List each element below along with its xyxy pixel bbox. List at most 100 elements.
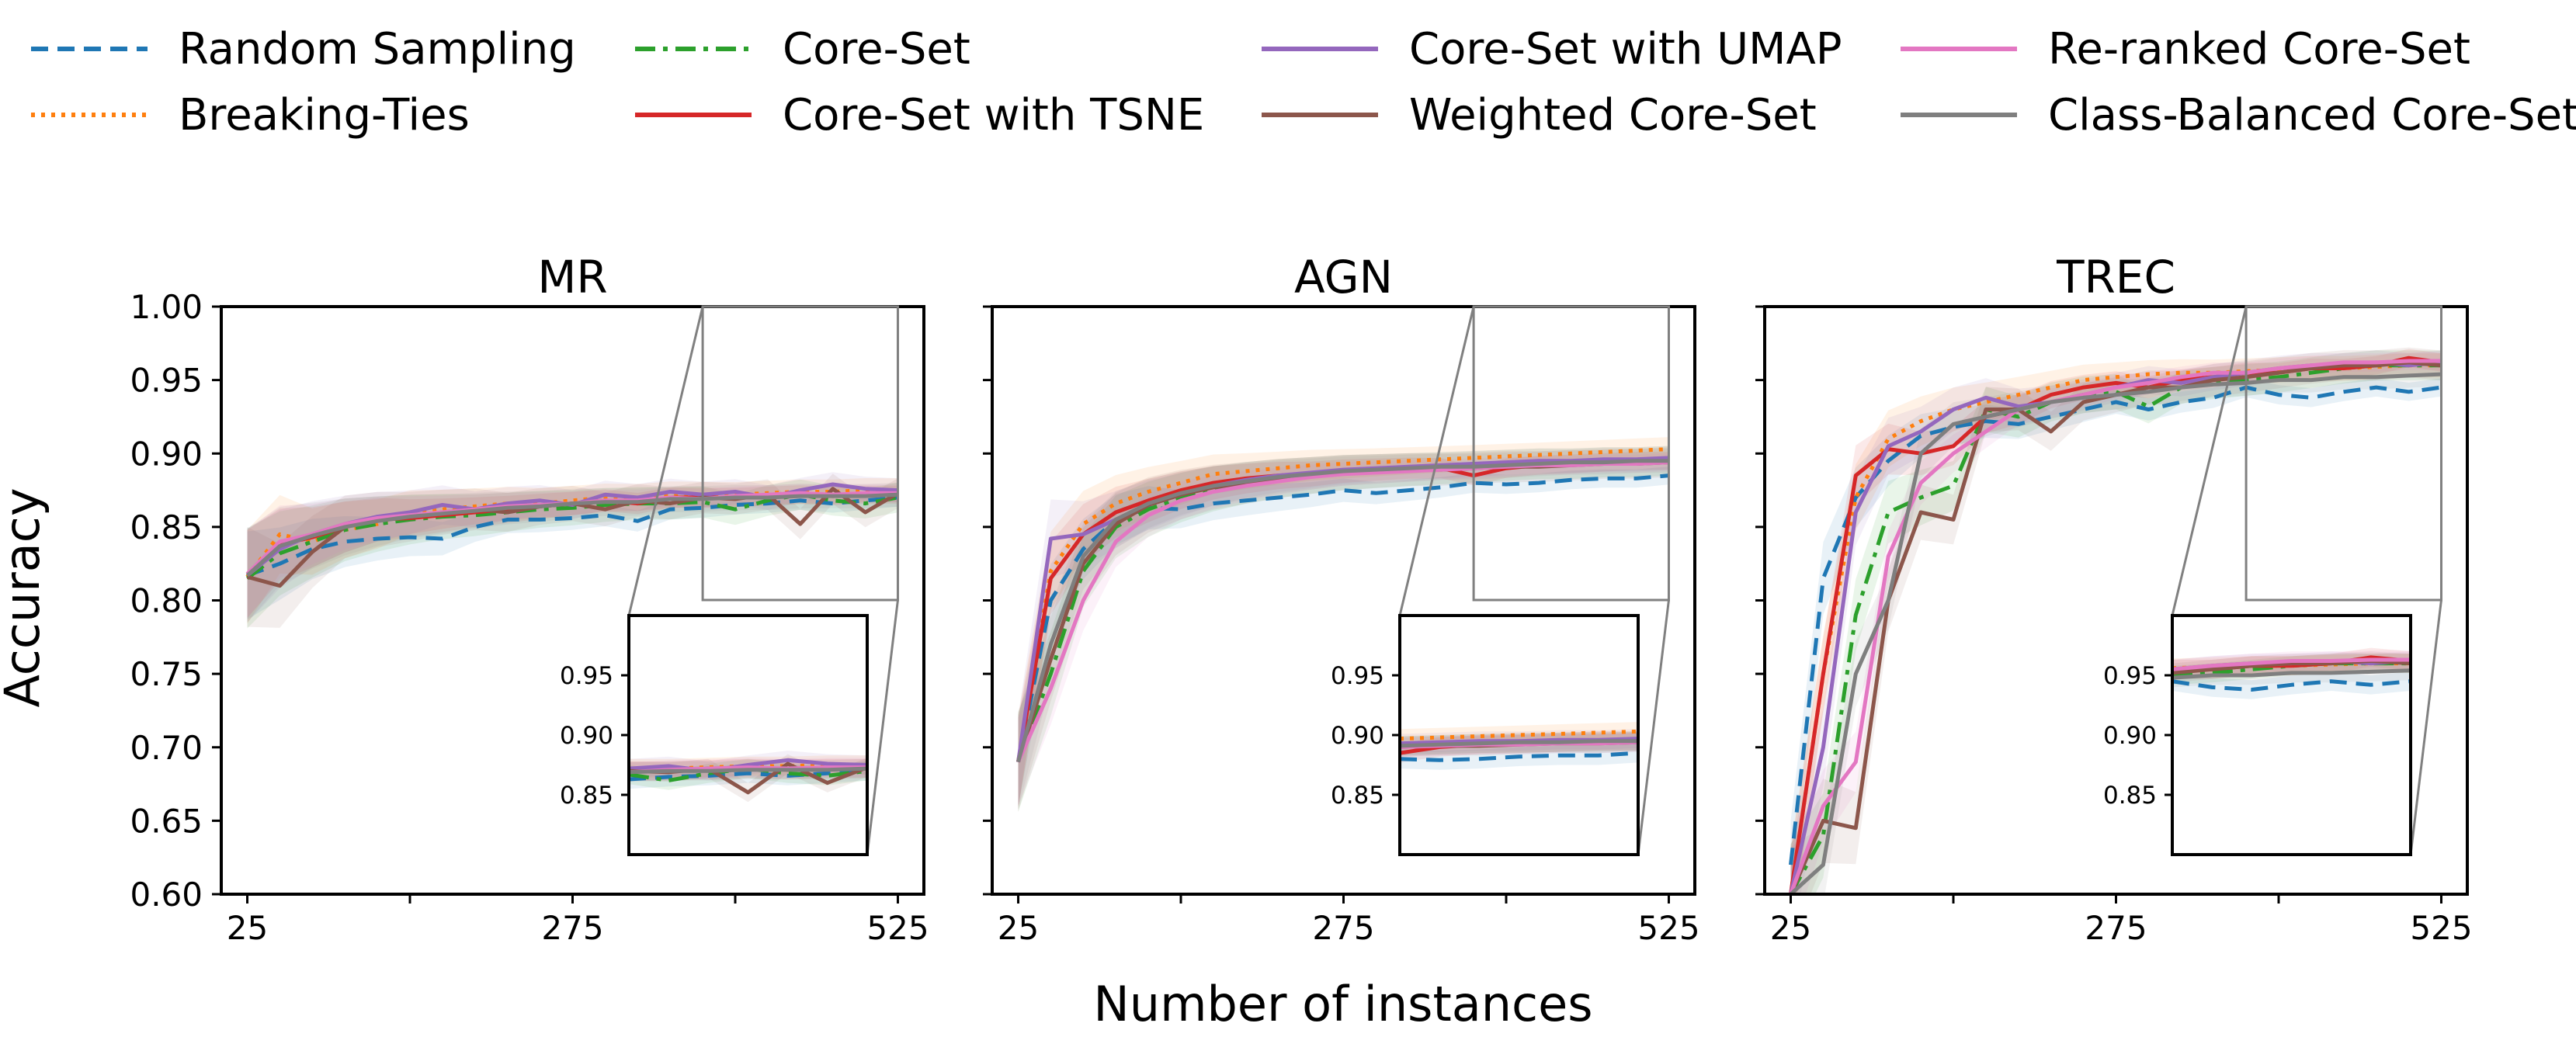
inset-y-tick-label: 0.85 <box>2103 782 2157 810</box>
inset-background <box>629 616 867 855</box>
zoom-region <box>701 305 899 602</box>
series-line <box>1016 459 1669 763</box>
inset-plot-area <box>1400 722 1638 770</box>
axes-frame <box>991 305 1696 896</box>
legend-line-weighted-core-set <box>1262 113 1378 117</box>
legend-label: Class-Balanced Core-Set <box>2048 89 2576 140</box>
y-tick-label: 0.95 <box>130 362 203 400</box>
x-tick-label: 25 <box>227 909 268 947</box>
legend-label: Breaking-Ties <box>179 89 470 140</box>
legend-line-core-set-umap <box>1262 47 1378 51</box>
panel-title: TREC <box>2056 251 2175 303</box>
series-line <box>1016 460 1669 763</box>
y-tick-label: 0.90 <box>130 435 203 473</box>
inset-series-line <box>1400 751 1638 762</box>
zoom-region <box>2244 305 2442 602</box>
legend-item-class-balanced-core-set: Class-Balanced Core-Set <box>1901 88 2576 142</box>
y-tick-label: 0.75 <box>130 655 203 693</box>
y-tick-label: 0.85 <box>130 508 203 546</box>
legend-line-random-sampling <box>31 47 148 51</box>
legend-line-re-ranked-core-set <box>1901 47 2017 51</box>
legend-item-weighted-core-set: Weighted Core-Set <box>1262 88 1817 142</box>
panel-mr: MR 0.60 0.65 0.70 0.75 0.80 0.85 0.90 0.95 1.00 25… <box>130 251 929 947</box>
x-axis-label: Number of instances <box>1093 976 1592 1032</box>
legend: Random Sampling Breaking-Ties Core-Set C… <box>0 0 2576 155</box>
plot-area <box>245 472 899 629</box>
legend-label: Core-Set with TSNE <box>783 89 1205 140</box>
x-tick-label: 525 <box>1637 909 1699 947</box>
legend-item-core-set-umap: Core-Set with UMAP <box>1262 22 1842 76</box>
inset-y-tick-label: 0.90 <box>2103 722 2157 750</box>
inset: 0.85 0.90 0.95 <box>1331 614 1640 856</box>
legend-label: Re-ranked Core-Set <box>2048 23 2470 75</box>
inset-y-tick-label: 0.90 <box>560 722 613 750</box>
x-tick-label: 275 <box>541 909 603 947</box>
panel-trec: TREC 25 275 525 0.85 0.90 0.95 <box>1755 251 2473 947</box>
legend-label: Random Sampling <box>179 23 576 75</box>
series-line <box>245 492 898 577</box>
inset-y-tick-label: 0.90 <box>1331 722 1384 750</box>
series-line <box>1789 372 2442 894</box>
legend-item-core-set: Core-Set <box>635 22 970 76</box>
series-line <box>246 495 898 577</box>
x-tick-label: 25 <box>1770 909 1811 947</box>
plot-area <box>1789 347 2442 894</box>
inset-series-line <box>629 766 867 775</box>
inset-series-line <box>1400 739 1638 748</box>
legend-label: Core-Set <box>783 23 970 75</box>
inset-background <box>2172 616 2411 855</box>
series-line <box>245 492 898 581</box>
x-tick-label: 275 <box>2085 909 2147 947</box>
x-tick-label: 25 <box>998 909 1039 947</box>
zoom-region <box>1472 305 1670 602</box>
zoom-connector <box>1637 599 1670 855</box>
inset-series-line <box>2172 668 2411 680</box>
legend-label: Weighted Core-Set <box>1409 89 1817 140</box>
zoom-connector <box>866 599 899 855</box>
legend-line-class-balanced-core-set <box>1901 113 2017 117</box>
axes-frame <box>1763 305 2469 896</box>
zoom-connector <box>2409 599 2442 855</box>
series-line <box>1789 363 2442 894</box>
inset-series-line <box>629 758 867 773</box>
zoom-connector <box>2171 306 2248 616</box>
inset-y-tick-label: 0.85 <box>1331 782 1384 810</box>
series-line <box>1789 363 2442 894</box>
legend-line-core-set <box>635 47 752 51</box>
series-line <box>1789 356 2442 894</box>
inset: 0.85 0.90 0.95 <box>2103 614 2412 856</box>
panel-title: MR <box>537 251 607 303</box>
inset-plot-area <box>629 751 867 803</box>
inset-series-line <box>2172 679 2411 692</box>
legend-item-breaking-ties: Breaking-Ties <box>31 88 470 142</box>
inset-y-tick-label: 0.95 <box>2103 662 2157 690</box>
legend-line-core-set-tsne <box>635 113 752 117</box>
axes-frame <box>220 305 925 896</box>
inset-y-tick-label: 0.95 <box>560 662 613 690</box>
confidence-band <box>1790 350 2442 894</box>
y-tick-label: 0.60 <box>130 876 203 914</box>
plot-area <box>1016 437 1669 812</box>
inset-background <box>1400 616 1638 855</box>
series-line <box>1789 359 2442 894</box>
confidence-band <box>1790 347 2442 894</box>
series-line <box>1016 447 1669 763</box>
legend-label: Core-Set with UMAP <box>1409 23 1842 75</box>
inset-plot-area <box>2172 647 2411 699</box>
x-tick-label: 525 <box>2410 909 2472 947</box>
legend-item-re-ranked-core-set: Re-ranked Core-Set <box>1901 22 2470 76</box>
y-tick-label: 0.70 <box>130 729 203 767</box>
confidence-band <box>247 472 898 623</box>
inset-y-tick-label: 0.95 <box>1331 662 1384 690</box>
inset-y-tick-label: 0.85 <box>560 782 613 810</box>
inset-series-line <box>629 768 867 782</box>
zoom-connector <box>1398 306 1475 616</box>
inset: 0.85 0.90 0.95 <box>560 614 869 856</box>
panel-title: AGN <box>1294 251 1393 303</box>
panel-agn: AGN 25 275 525 0.85 0.90 0.95 <box>983 251 1700 947</box>
x-tick-label: 275 <box>1312 909 1374 947</box>
inset-series-line <box>2172 657 2411 671</box>
legend-item-core-set-tsne: Core-Set with TSNE <box>635 88 1204 142</box>
zoom-connector <box>627 306 704 616</box>
